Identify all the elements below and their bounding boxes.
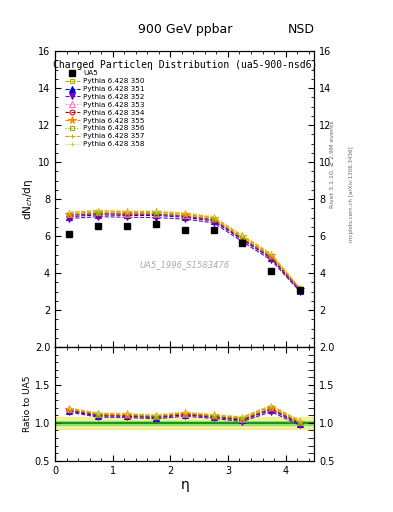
Text: UA5_1996_S1583476: UA5_1996_S1583476 bbox=[140, 260, 230, 269]
Text: Charged Particleη Distribution (ua5-900-nsd6): Charged Particleη Distribution (ua5-900-… bbox=[53, 60, 317, 70]
Text: 900 GeV ppbar: 900 GeV ppbar bbox=[138, 23, 232, 36]
Bar bbox=[55, 420, 314, 425]
Text: mcplots.cern.ch [arXiv:1306.3436]: mcplots.cern.ch [arXiv:1306.3436] bbox=[349, 147, 354, 242]
Text: NSD: NSD bbox=[287, 23, 314, 36]
Text: Rivet 3.1.10, ≥ 2.9M events: Rivet 3.1.10, ≥ 2.9M events bbox=[330, 120, 334, 208]
Bar bbox=[55, 417, 314, 429]
Y-axis label: Ratio to UA5: Ratio to UA5 bbox=[23, 376, 32, 432]
Y-axis label: dN$_{ch}$/dη: dN$_{ch}$/dη bbox=[21, 179, 35, 220]
Legend: UA5, Pythia 6.428 350, Pythia 6.428 351, Pythia 6.428 352, Pythia 6.428 353, Pyt: UA5, Pythia 6.428 350, Pythia 6.428 351,… bbox=[64, 70, 145, 148]
X-axis label: η: η bbox=[180, 478, 189, 493]
